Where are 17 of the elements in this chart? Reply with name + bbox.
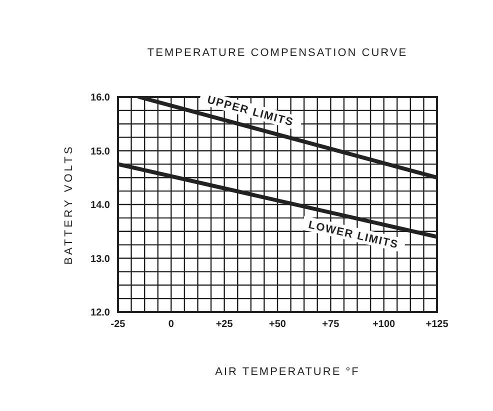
chart-title: TEMPERATURE COMPENSATION CURVE (147, 47, 408, 59)
x-tick-label: +100 (372, 319, 396, 330)
x-axis-title: AIR TEMPERATURE °F (215, 366, 360, 378)
y-tick-label: 16.0 (90, 92, 110, 104)
y-axis-title: BATTERY VOLTS (63, 144, 75, 265)
x-tick-label: +75 (322, 319, 340, 330)
text: UPPER LIMITS (206, 94, 295, 129)
x-tick-label: +125 (426, 319, 449, 330)
x-tick-label: +25 (216, 319, 234, 330)
text: LOWER LIMITS (307, 219, 400, 252)
y-tick-label: 13.0 (90, 254, 110, 265)
x-tick-label: +50 (269, 319, 286, 330)
x-tick-label: 0 (168, 319, 174, 330)
y-tick-label: 15.0 (90, 146, 110, 158)
x-tick-label: -25 (110, 319, 126, 330)
y-tick-label: 12.0 (90, 308, 110, 319)
y-tick-label: 14.0 (90, 200, 110, 212)
